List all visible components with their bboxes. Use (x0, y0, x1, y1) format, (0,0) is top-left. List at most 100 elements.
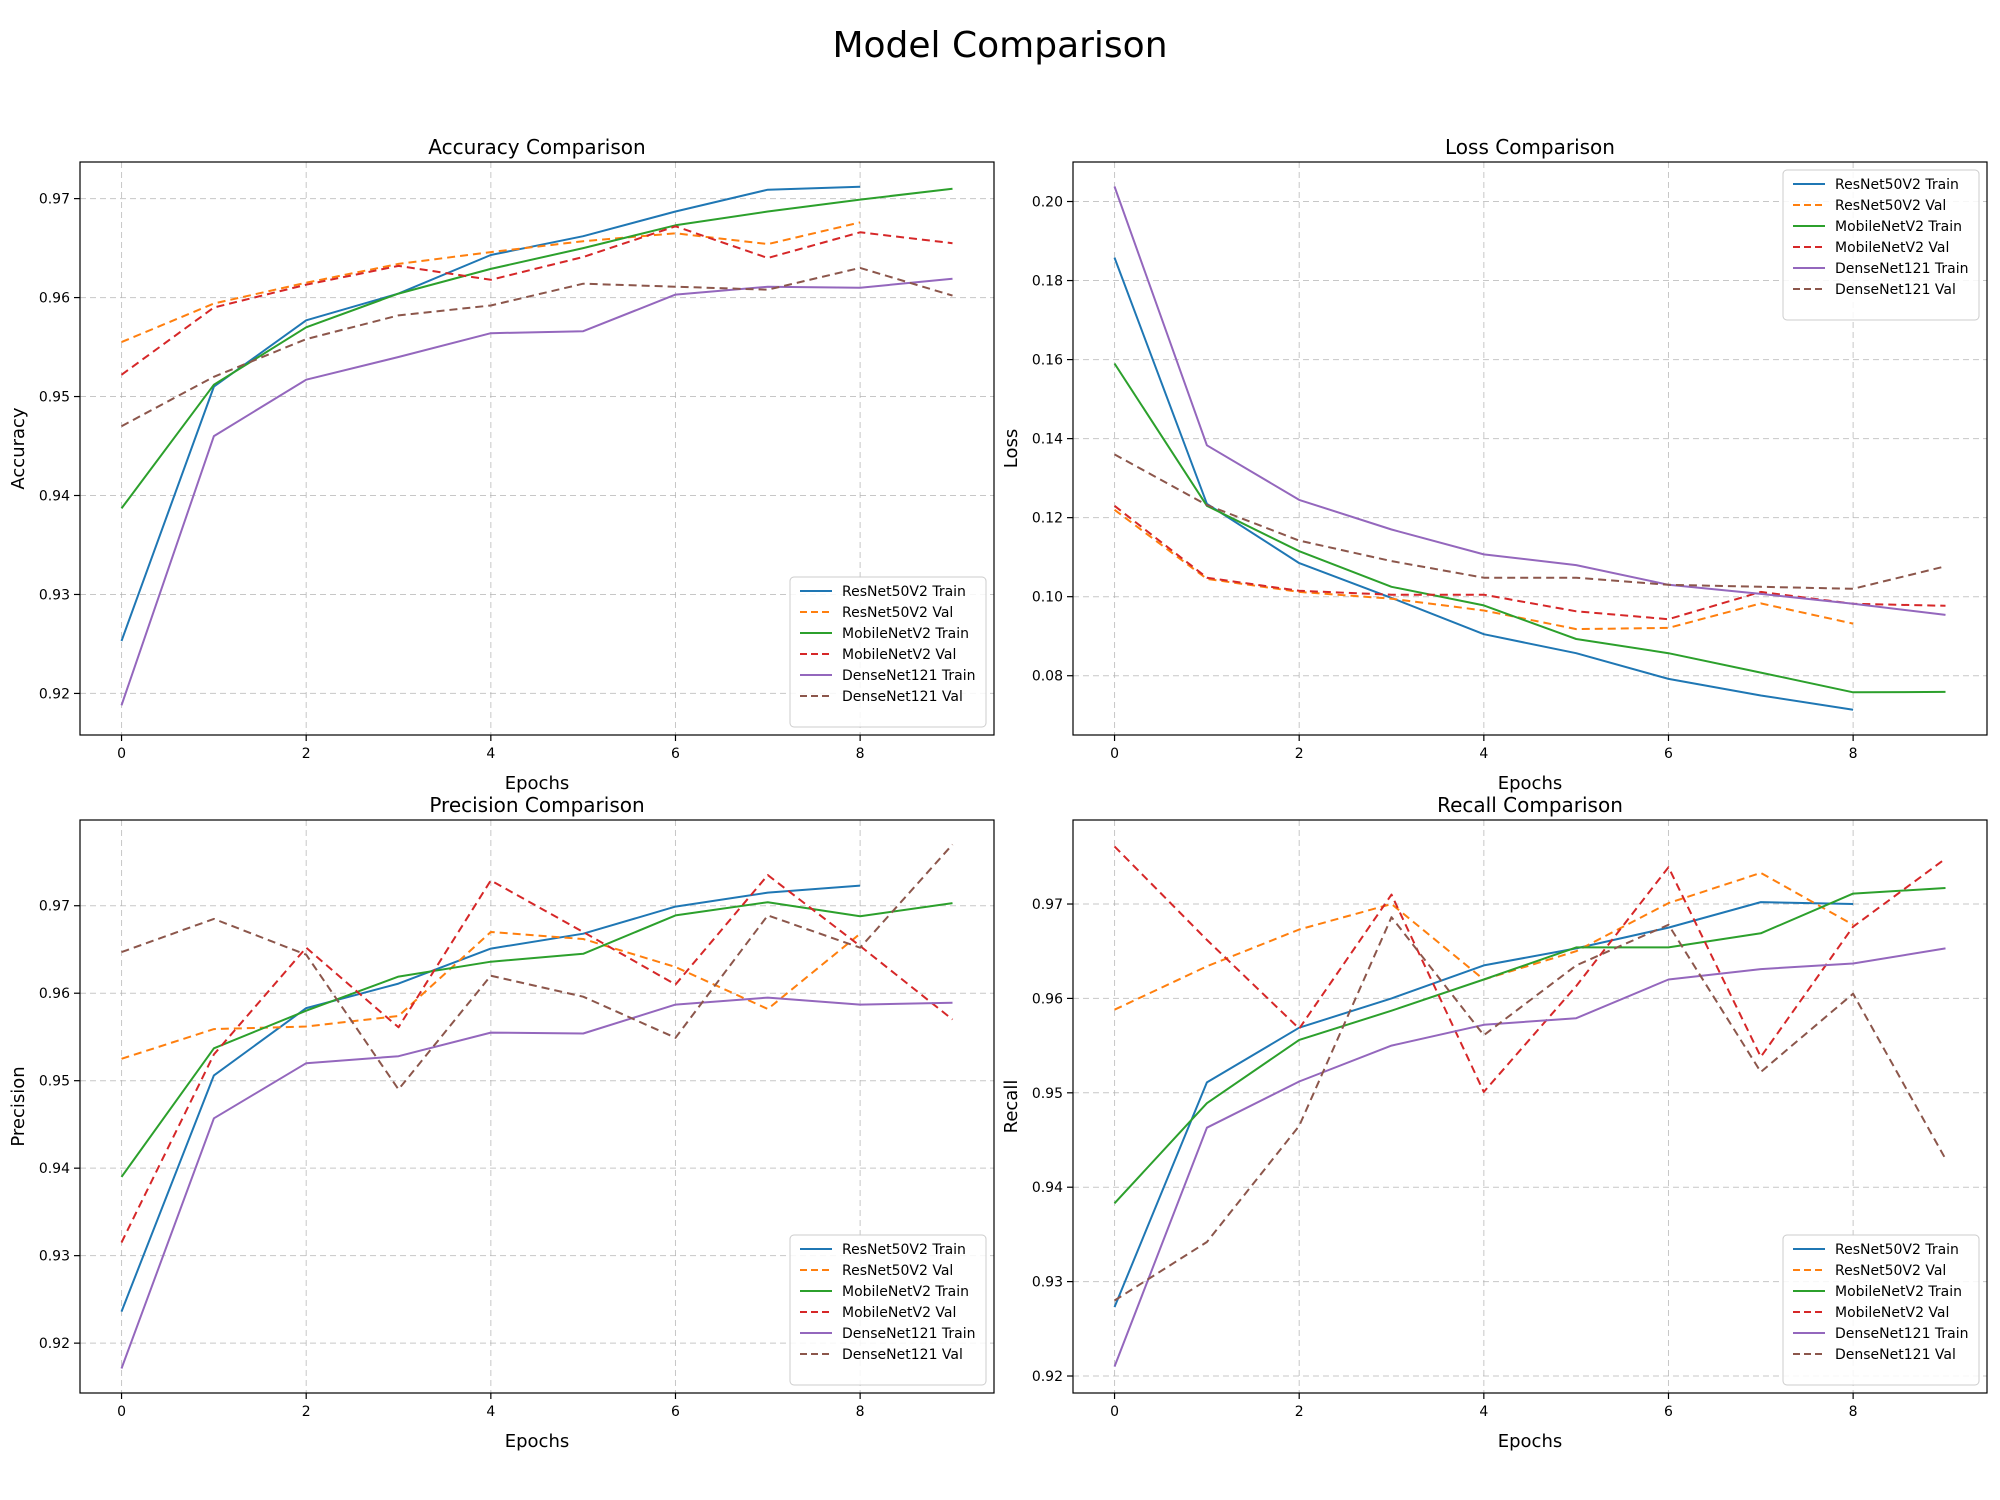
y-tick-label: 0.92 (39, 686, 70, 702)
series-line-mobilenetv2-train (120, 187, 953, 509)
series-line-mobilenetv2-train (120, 901, 953, 1178)
x-tick-label: 0 (117, 1404, 126, 1420)
legend-label: ResNet50V2 Val (842, 1263, 953, 1279)
series-line-resnet50v2-train (120, 884, 861, 1312)
series-line-resnet50v2-val (121, 221, 861, 344)
x-tick-label: 2 (1295, 1404, 1304, 1420)
x-tick-label: 2 (1295, 746, 1304, 762)
legend-label: DenseNet121 Val (842, 1347, 963, 1363)
loss-chart: Loss Comparison 0 2 4 6 8 0.08 0.10 0.12 0.14 0.16… (1001, 135, 1988, 794)
legend-label: MobileNetV2 Val (1835, 1305, 1949, 1321)
precision-series-group (120, 843, 954, 1369)
y-tick-label: 0.97 (39, 899, 70, 915)
accuracy-chart-title: Accuracy Comparison (428, 135, 645, 159)
y-tick-label: 0.96 (39, 291, 70, 307)
series-line-densenet121-val (1113, 916, 1947, 1302)
y-tick-label: 0.93 (39, 587, 70, 603)
recall-chart-title: Recall Comparison (1437, 793, 1623, 817)
accuracy-series-group (120, 185, 953, 706)
legend-label: MobileNetV2 Train (842, 626, 969, 642)
series-line-mobilenetv2-val (120, 874, 954, 1243)
series-line-densenet121-train (1113, 186, 1946, 616)
legend-label: ResNet50V2 Val (1835, 1263, 1946, 1279)
y-tick-label: 0.12 (1032, 511, 1063, 527)
series-line-densenet121-train (1113, 947, 1946, 1367)
series-line-resnet50v2-train (1113, 901, 1854, 1308)
recall-legend: ResNet50V2 Train ResNet50V2 Val MobileNetV… (1782, 1234, 1980, 1386)
legend-label: MobileNetV2 Val (842, 1305, 956, 1321)
y-tick-label: 0.97 (39, 192, 70, 208)
legend-label: DenseNet121 Val (842, 689, 963, 705)
accuracy-axes-frame (79, 161, 995, 736)
legend-label: ResNet50V2 Train (842, 1242, 966, 1258)
accuracy-chart: Accuracy Comparison 0 2 4 6 8 0.92 0.93 0.94 0.95… (8, 135, 995, 794)
precision-x-axis-label: Epochs (505, 1431, 570, 1452)
y-tick-label: 0.08 (1032, 669, 1063, 685)
loss-axes-frame (1072, 161, 1988, 736)
loss-y-axis-label: Loss (1001, 429, 1022, 468)
x-tick-label: 0 (1110, 746, 1119, 762)
y-tick-label: 0.95 (1032, 1086, 1063, 1102)
x-tick-label: 4 (486, 746, 495, 762)
loss-x-axis-label: Epochs (1498, 773, 1563, 794)
series-line-mobilenetv2-train (1113, 887, 1946, 1204)
recall-series-group (1113, 845, 1947, 1367)
legend-label: DenseNet121 Train (842, 1326, 976, 1342)
legend-box (1782, 169, 1980, 321)
legend-label: MobileNetV2 Val (1835, 240, 1949, 256)
legend-label: DenseNet121 Train (1835, 1326, 1969, 1342)
y-tick-label: 0.94 (1032, 1180, 1063, 1196)
recall-x-axis-label: Epochs (1498, 1431, 1563, 1452)
legend-label: ResNet50V2 Val (1835, 198, 1946, 214)
series-line-densenet121-train (120, 996, 953, 1369)
x-tick-label: 6 (671, 746, 680, 762)
x-tick-label: 4 (486, 1404, 495, 1420)
recall-y-axis-label: Recall (1001, 1080, 1022, 1134)
y-tick-label: 0.92 (39, 1336, 70, 1352)
precision-y-axis-label: Precision (8, 1066, 29, 1146)
y-tick-label: 0.20 (1032, 195, 1063, 211)
legend-label: MobileNetV2 Train (1835, 219, 1962, 235)
legend-box (1782, 1234, 1980, 1386)
series-line-densenet121-val (121, 266, 953, 428)
x-tick-label: 2 (302, 1404, 311, 1420)
y-tick-label: 0.94 (39, 489, 70, 505)
series-line-densenet121-val (121, 843, 954, 1091)
precision-axes-frame (79, 819, 995, 1394)
x-tick-label: 8 (856, 1404, 865, 1420)
x-tick-label: 4 (1479, 746, 1488, 762)
legend-label: ResNet50V2 Val (842, 605, 953, 621)
y-tick-label: 0.95 (39, 1074, 70, 1090)
y-tick-label: 0.18 (1032, 274, 1063, 290)
loss-chart-title: Loss Comparison (1445, 135, 1615, 159)
y-tick-label: 0.96 (39, 986, 70, 1002)
series-line-mobilenetv2-val (1113, 505, 1946, 621)
y-tick-label: 0.94 (39, 1161, 70, 1177)
x-tick-label: 6 (671, 1404, 680, 1420)
precision-legend: ResNet50V2 Train ResNet50V2 Val MobileNetV… (789, 1234, 987, 1386)
series-line-mobilenetv2-train (1113, 362, 1946, 694)
accuracy-y-axis-label: Accuracy (8, 407, 29, 490)
y-tick-label: 0.14 (1032, 432, 1063, 448)
legend-label: DenseNet121 Val (1835, 1347, 1956, 1363)
y-tick-label: 0.93 (39, 1249, 70, 1265)
legend-label: MobileNetV2 Train (1835, 1284, 1962, 1300)
series-line-resnet50v2-val (1113, 508, 1854, 631)
series-line-resnet50v2-train (1113, 257, 1854, 711)
figure-title: Model Comparison (832, 25, 1167, 66)
legend-label: MobileNetV2 Val (842, 647, 956, 663)
x-tick-label: 6 (1664, 1404, 1673, 1420)
accuracy-legend: ResNet50V2 Train ResNet50V2 Val MobileNetV… (789, 576, 987, 728)
legend-label: DenseNet121 Train (842, 668, 976, 684)
x-tick-label: 2 (302, 746, 311, 762)
x-tick-label: 6 (1664, 746, 1673, 762)
y-tick-label: 0.10 (1032, 590, 1063, 606)
series-line-mobilenetv2-val (120, 225, 953, 376)
accuracy-x-axis-label: Epochs (505, 773, 570, 794)
x-tick-label: 0 (117, 746, 126, 762)
legend-label: MobileNetV2 Train (842, 1284, 969, 1300)
loss-legend: ResNet50V2 Train ResNet50V2 Val MobileNetV… (1782, 169, 1980, 321)
series-line-mobilenetv2-val (1113, 845, 1947, 1093)
x-tick-label: 4 (1479, 1404, 1488, 1420)
